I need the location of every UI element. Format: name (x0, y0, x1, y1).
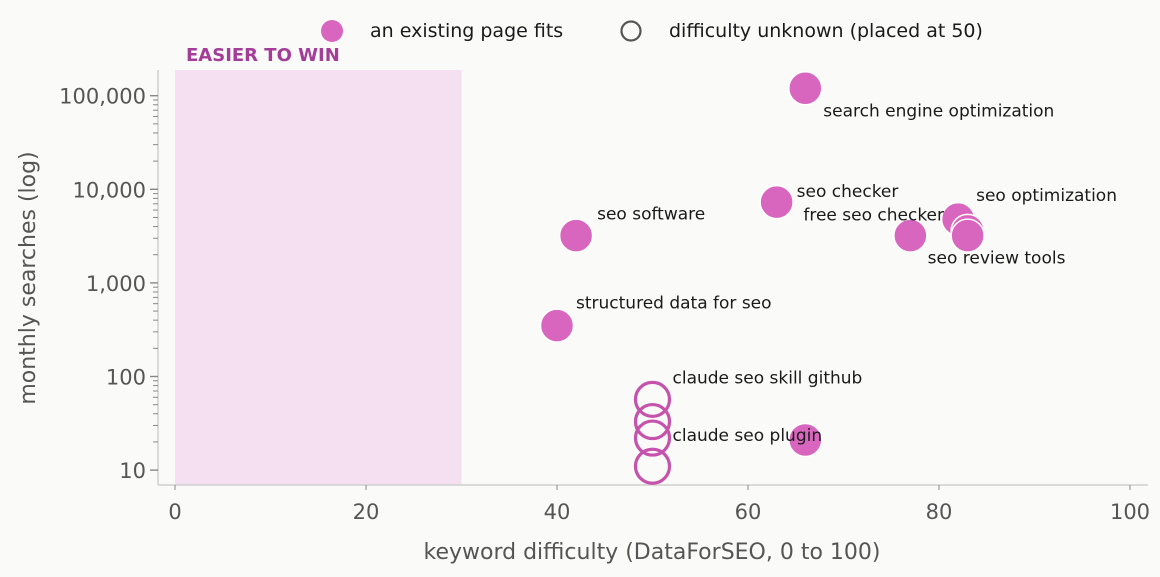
data-point (788, 71, 823, 106)
y-tick-label: 10,000 (73, 178, 146, 202)
x-axis-title: keyword difficulty (DataForSEO, 0 to 100… (423, 540, 880, 565)
x-tick-label: 0 (168, 500, 181, 524)
data-point-label: seo optimization (976, 186, 1117, 206)
data-point-labels: search engine optimization seo checker seo… (576, 101, 1117, 446)
data-point-label: seo checker (797, 182, 899, 202)
x-axis-ticks: 0 20 40 60 80 100 (168, 485, 1150, 524)
legend-open-marker (620, 20, 642, 42)
legend-filled-label: an existing page fits (370, 20, 563, 42)
data-point (759, 184, 794, 220)
data-point (950, 218, 985, 253)
legend: an existing page fits difficulty unknown… (321, 20, 983, 42)
x-tick-label: 100 (1110, 500, 1150, 524)
data-point-label: seo review tools (928, 249, 1066, 269)
data-point-open (633, 447, 672, 485)
data-point-label: seo software (597, 205, 705, 225)
data-point-open (633, 402, 672, 441)
data-point-open (633, 380, 672, 418)
data-point (539, 308, 575, 343)
data-point-open (633, 419, 672, 457)
easier-to-win-zone (175, 70, 462, 485)
data-point (788, 422, 823, 458)
y-tick-label: 10 (119, 459, 146, 483)
data-point-label: free seo checker (803, 206, 944, 226)
data-point-label: claude seo skill github (673, 368, 863, 388)
data-point (893, 218, 928, 253)
data-point-label: structured data for seo (576, 294, 772, 314)
data-point (558, 218, 594, 253)
easier-to-win-label: EASIER TO WIN (186, 45, 340, 66)
legend-filled-marker (321, 20, 343, 42)
x-tick-label: 80 (926, 500, 953, 524)
data-points (539, 71, 985, 485)
data-point-label: search engine optimization (823, 101, 1054, 121)
y-tick-label: 100,000 (59, 85, 146, 109)
x-tick-label: 60 (735, 500, 762, 524)
y-tick-label: 1,000 (86, 272, 146, 296)
legend-open-label: difficulty unknown (placed at 50) (669, 20, 983, 42)
data-point-label: claude seo plugin (673, 426, 823, 446)
y-tick-label: 100 (106, 366, 146, 390)
x-tick-label: 20 (353, 500, 380, 524)
y-axis-title: monthly searches (log) (16, 151, 41, 404)
y-axis-ticks: 10 100 1,000 10,000 100,000 (59, 85, 158, 483)
x-tick-label: 40 (544, 500, 571, 524)
